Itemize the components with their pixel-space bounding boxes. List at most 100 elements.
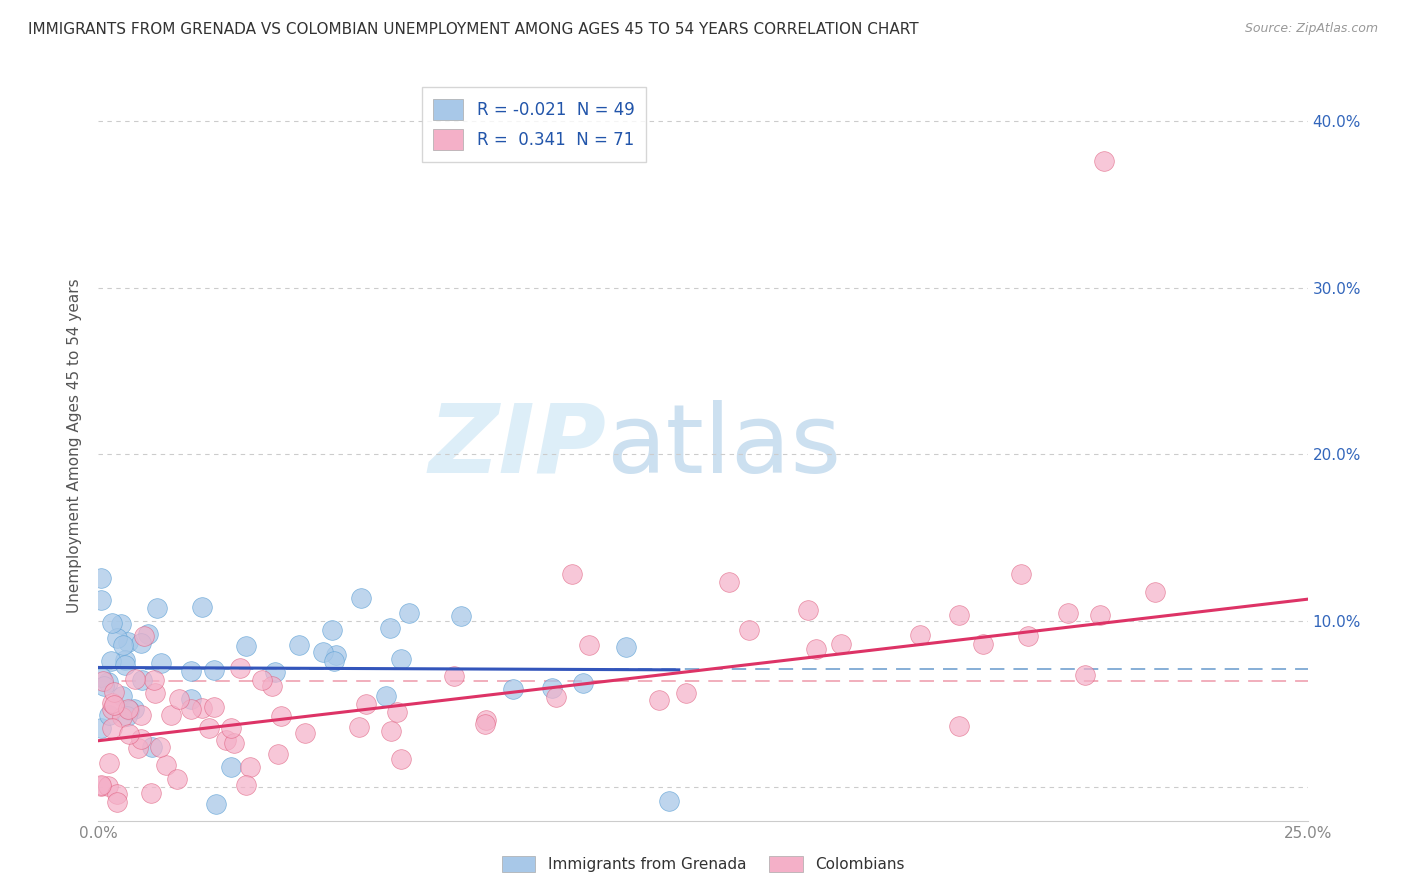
Point	[105, 631, 128, 645]
Point	[1010, 566, 1032, 581]
Point	[97, 779, 120, 793]
Point	[717, 575, 740, 590]
Point	[323, 654, 346, 668]
Point	[150, 656, 173, 670]
Point	[972, 637, 994, 651]
Point	[474, 716, 496, 731]
Point	[180, 702, 202, 716]
Point	[191, 599, 214, 614]
Point	[142, 673, 165, 688]
Point	[198, 721, 221, 735]
Point	[129, 708, 152, 723]
Point	[166, 772, 188, 786]
Point	[97, 675, 120, 690]
Point	[796, 603, 818, 617]
Point	[321, 624, 343, 638]
Point	[262, 679, 284, 693]
Point	[97, 756, 120, 770]
Point	[391, 752, 413, 766]
Point	[111, 689, 134, 703]
Point	[1017, 629, 1039, 643]
Point	[117, 727, 139, 741]
Point	[118, 703, 141, 717]
Point	[948, 719, 970, 733]
Point	[115, 709, 138, 723]
Point	[264, 665, 287, 680]
Point	[378, 621, 401, 635]
Point	[385, 706, 408, 720]
Point	[114, 653, 136, 667]
Point	[101, 702, 124, 716]
Text: ZIP: ZIP	[429, 400, 606, 492]
Point	[250, 673, 273, 687]
Point	[675, 686, 697, 700]
Point	[180, 665, 202, 679]
Point	[541, 681, 564, 695]
Point	[139, 786, 162, 800]
Point	[648, 693, 671, 707]
Point	[191, 701, 214, 715]
Point	[131, 673, 153, 688]
Point	[91, 673, 114, 688]
Text: IMMIGRANTS FROM GRENADA VS COLOMBIAN UNEMPLOYMENT AMONG AGES 45 TO 54 YEARS CORR: IMMIGRANTS FROM GRENADA VS COLOMBIAN UNE…	[28, 22, 918, 37]
Point	[374, 689, 396, 703]
Point	[146, 600, 169, 615]
Point	[219, 760, 242, 774]
Point	[129, 732, 152, 747]
Point	[270, 708, 292, 723]
Point	[136, 627, 159, 641]
Point	[288, 638, 311, 652]
Point	[215, 733, 238, 747]
Point	[101, 721, 124, 735]
Point	[202, 699, 225, 714]
Point	[127, 740, 149, 755]
Point	[101, 696, 124, 710]
Point	[114, 657, 136, 672]
Point	[1143, 585, 1166, 599]
Point	[155, 757, 177, 772]
Legend: Immigrants from Grenada, Colombians: Immigrants from Grenada, Colombians	[494, 848, 912, 880]
Point	[141, 740, 163, 755]
Point	[97, 708, 120, 723]
Point	[325, 648, 347, 663]
Point	[107, 787, 129, 801]
Point	[910, 627, 932, 641]
Point	[443, 668, 465, 682]
Point	[205, 797, 228, 811]
Point	[219, 721, 242, 735]
Point	[93, 679, 115, 693]
Point	[132, 629, 155, 643]
Point	[347, 720, 370, 734]
Point	[90, 778, 112, 792]
Point	[90, 722, 112, 736]
Point	[1094, 154, 1116, 169]
Point	[167, 692, 190, 706]
Point	[90, 670, 112, 684]
Point	[1088, 607, 1111, 622]
Point	[312, 645, 335, 659]
Point	[450, 609, 472, 624]
Point	[129, 636, 152, 650]
Point	[1057, 607, 1080, 621]
Point	[738, 623, 761, 637]
Point	[578, 638, 600, 652]
Text: atlas: atlas	[606, 400, 841, 492]
Point	[124, 672, 146, 686]
Point	[1074, 668, 1097, 682]
Point	[235, 639, 257, 653]
Point	[110, 617, 132, 632]
Point	[105, 795, 128, 809]
Point	[830, 637, 852, 651]
Point	[90, 780, 112, 794]
Point	[948, 608, 970, 623]
Point	[222, 736, 245, 750]
Point	[475, 713, 498, 727]
Point	[204, 663, 226, 677]
Point	[239, 760, 262, 774]
Point	[100, 654, 122, 668]
Point	[117, 635, 139, 649]
Point	[228, 660, 250, 674]
Text: Source: ZipAtlas.com: Source: ZipAtlas.com	[1244, 22, 1378, 36]
Point	[572, 676, 595, 690]
Point	[180, 692, 202, 706]
